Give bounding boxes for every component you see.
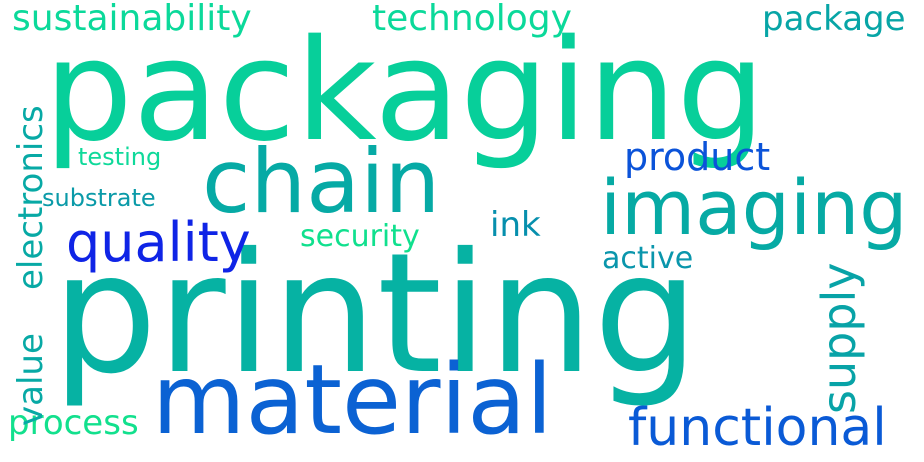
word-value: value bbox=[11, 333, 51, 426]
word-active: active bbox=[602, 241, 694, 276]
word-package: package bbox=[762, 0, 906, 39]
word-substrate: substrate bbox=[42, 184, 156, 212]
word-supply: supply bbox=[812, 262, 866, 414]
word-functional: functional bbox=[628, 398, 887, 458]
word-quality: quality bbox=[66, 211, 251, 274]
word-security: security bbox=[300, 219, 420, 254]
word-ink: ink bbox=[490, 205, 541, 245]
word-testing: testing bbox=[78, 143, 162, 171]
word-chain: chain bbox=[202, 130, 441, 233]
word-technology: technology bbox=[372, 0, 572, 39]
word-packaging: packaging bbox=[44, 10, 766, 173]
word-process: process bbox=[8, 403, 139, 443]
word-material: material bbox=[152, 344, 553, 456]
word-product: product bbox=[624, 135, 771, 179]
word-sustainability: sustainability bbox=[12, 0, 252, 39]
word-electronics: electronics bbox=[11, 105, 51, 290]
word-imaging: imaging bbox=[600, 163, 908, 252]
word-printing: printing bbox=[52, 218, 699, 411]
